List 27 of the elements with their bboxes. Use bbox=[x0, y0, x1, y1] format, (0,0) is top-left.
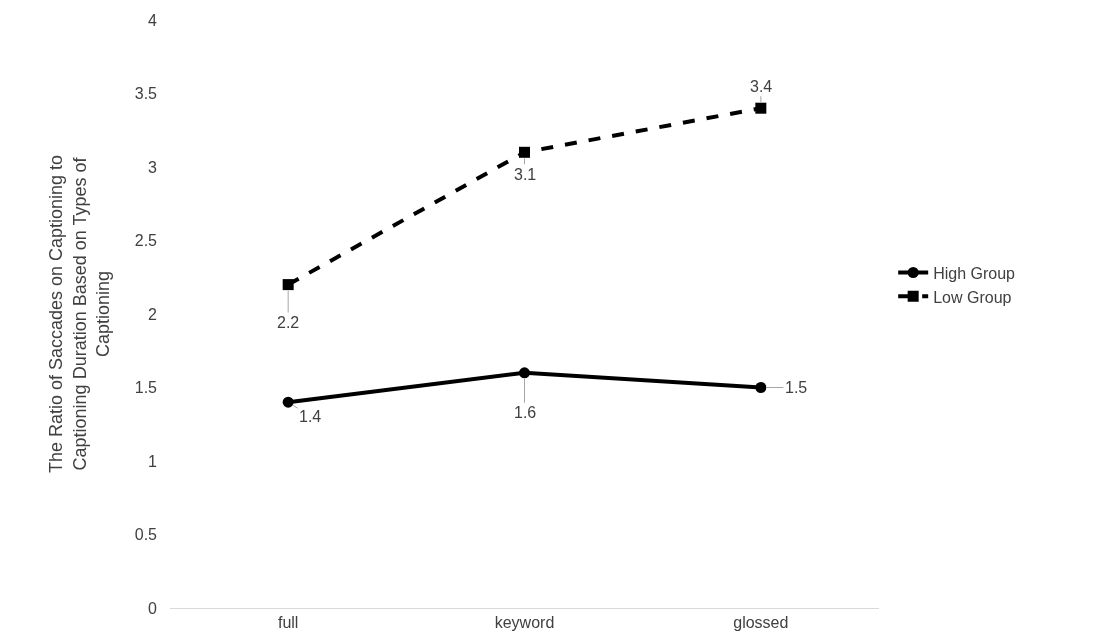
x-tick-label: full bbox=[277, 614, 299, 632]
y-tick-label: 3 bbox=[148, 158, 158, 176]
y-tick-label: 2 bbox=[148, 305, 158, 323]
point bbox=[755, 102, 767, 114]
y-tick-label: 0 bbox=[148, 599, 158, 617]
point bbox=[519, 367, 530, 379]
x-tick-label: keyword bbox=[494, 614, 555, 632]
y-tick-label: 1 bbox=[148, 452, 158, 470]
data-label: 1.6 bbox=[514, 404, 537, 421]
point bbox=[282, 279, 294, 291]
data-label: 3.4 bbox=[750, 78, 773, 95]
x-tick-label: glossed bbox=[733, 614, 789, 632]
data-label: 3.1 bbox=[514, 166, 537, 183]
point bbox=[282, 396, 294, 408]
y-tick-label: 2.5 bbox=[134, 232, 158, 250]
legend-label: High Group bbox=[933, 264, 1016, 282]
y-tick-label: 0.5 bbox=[134, 526, 158, 544]
y-axis-title: The Ratio of Saccades on Captioning to Captioning Duration Based on Types of Captioning bbox=[46, 154, 113, 474]
y-tick-label: 1.5 bbox=[134, 379, 158, 397]
point bbox=[755, 382, 767, 393]
y-tick-label: 4 bbox=[148, 11, 158, 29]
data-label: 2.2 bbox=[277, 314, 300, 331]
point bbox=[519, 146, 530, 158]
data-label: 1.5 bbox=[785, 379, 808, 396]
legend-label: Low Group bbox=[933, 288, 1012, 306]
y-tick-label: 3.5 bbox=[134, 85, 158, 103]
data-label: 1.4 bbox=[299, 408, 322, 425]
